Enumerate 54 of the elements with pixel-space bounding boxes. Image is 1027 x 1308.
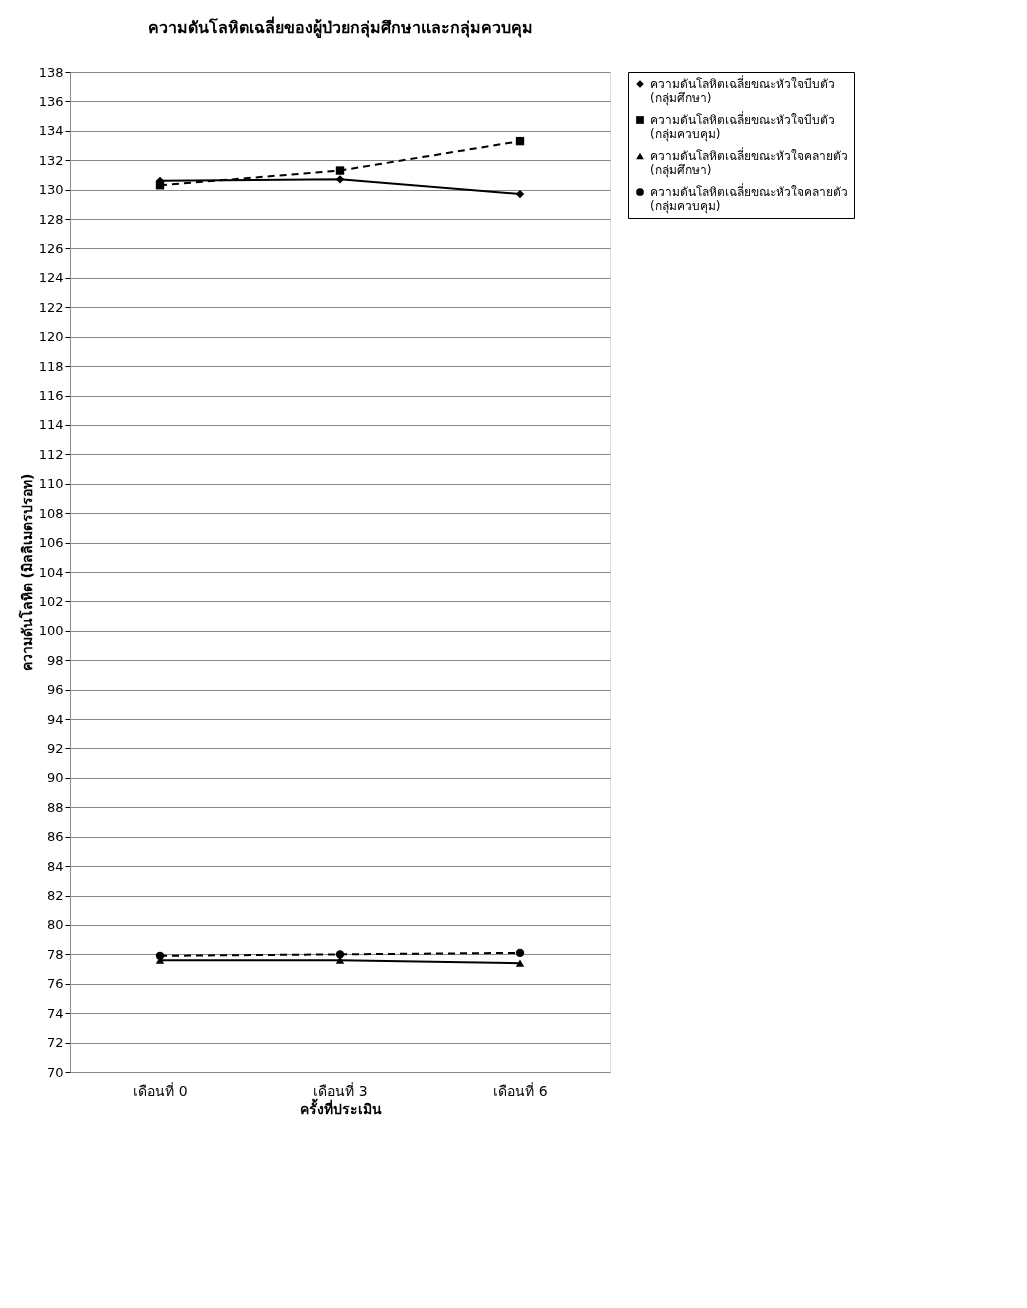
y-axis-title: ความดันโลหิต (มิลลิเมตรปรอท): [17, 473, 35, 672]
y-tick-label: 100: [38, 623, 64, 639]
point: [335, 175, 345, 184]
point: [335, 950, 345, 959]
y-tick-label: 134: [38, 123, 64, 139]
y-tick-label: 78: [46, 946, 64, 962]
y-tick-label: 132: [38, 152, 64, 168]
legend-label: ความดันโลหิตเฉลี่ยขณะหัวใจบีบตัว (กลุ่มควบคุม): [650, 111, 835, 142]
legend-label: ความดันโลหิตเฉลี่ยขณะหัวใจคลายตัว (กลุ่มควบคุม): [650, 183, 848, 214]
y-tick-label: 124: [38, 270, 64, 286]
y-tick-label: 84: [46, 858, 64, 874]
y-tick-label: 118: [38, 358, 64, 374]
x-tick-label: เดือนที่ 6: [493, 1081, 548, 1099]
y-tick-label: 82: [46, 888, 64, 904]
y-tick-label: 126: [38, 240, 64, 256]
y-tick-label: 130: [38, 182, 64, 198]
y-tick-label: 92: [46, 740, 64, 756]
y-tick-label: 114: [38, 417, 64, 433]
x-tick-label: เดือนที่ 3: [313, 1081, 368, 1099]
legend-label: ความดันโลหิตเฉลี่ยขณะหัวใจบีบตัว (กลุ่มศึกษา): [650, 75, 835, 106]
y-tick-label: 88: [46, 799, 64, 815]
y-tick-label: 110: [38, 476, 64, 492]
y-tick-label: 98: [46, 652, 64, 668]
y-tick-label: 120: [38, 329, 64, 345]
chart-title: ความดันโลหิตเฉลี่ยของผู้ป่วยกลุ่มศึกษาและกลุ่มควบคุม: [147, 16, 533, 39]
point: [515, 189, 525, 199]
y-tick-label: 128: [38, 211, 64, 227]
y-tick-label: 108: [38, 505, 64, 521]
y-tick-label: 80: [46, 917, 64, 933]
y-tick-label: 94: [46, 711, 64, 727]
y-tick-label: 76: [46, 976, 64, 992]
y-tick-label: 90: [46, 770, 64, 786]
point: [515, 136, 525, 146]
point: [155, 181, 165, 190]
y-tick-label: 86: [46, 829, 64, 845]
point: [515, 959, 525, 967]
y-tick-label: 122: [38, 299, 64, 315]
y-tick-label: 138: [38, 64, 64, 80]
y-tick-label: 116: [38, 388, 64, 404]
y-tick-label: 112: [38, 446, 64, 462]
y-tick-label: 74: [46, 1005, 64, 1021]
y-tick-label: 104: [38, 564, 64, 580]
y-tick-label: 102: [38, 593, 64, 609]
y-tick-label: 136: [38, 93, 64, 109]
x-axis-title: ครั้งที่ประเมิน: [299, 1097, 382, 1117]
y-tick-label: 106: [38, 535, 64, 551]
point: [515, 948, 525, 958]
legend-label: ความดันโลหิตเฉลี่ยขณะหัวใจคลายตัว (กลุ่มศึกษา): [650, 147, 848, 178]
y-tick-label: 70: [46, 1064, 64, 1080]
point: [155, 951, 165, 960]
y-tick-label: 96: [46, 682, 64, 698]
y-tick-label: 72: [46, 1035, 64, 1051]
point: [335, 166, 345, 175]
x-tick-label: เดือนที่ 0: [133, 1081, 188, 1099]
